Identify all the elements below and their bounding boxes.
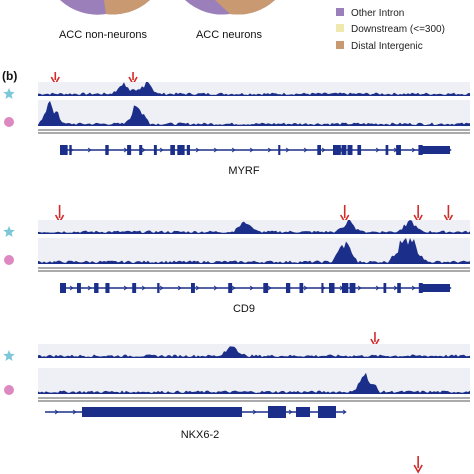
signal-track-star: [38, 82, 470, 96]
panel-label: (b): [2, 69, 17, 83]
signal-track-circle: [38, 100, 470, 126]
legend: Other Intron Downstream (<=300) Distal I…: [336, 8, 445, 52]
circle-icon: [4, 255, 14, 265]
down-arrow-icon: [340, 205, 350, 224]
legend-label-distal-intergenic: Distal Intergenic: [351, 41, 423, 52]
circle-icon: [4, 117, 14, 127]
gene-tracks: MYRF CD9 NKX6-2: [3, 72, 470, 474]
pie-label-neurons: ACC neurons: [196, 29, 263, 41]
gene-name: NKX6-2: [181, 429, 220, 441]
legend-label-other-intron: Other Intron: [351, 8, 404, 19]
down-arrow-icon: [413, 205, 423, 224]
legend-swatch-other-intron: [336, 8, 344, 16]
star-icon: [3, 88, 15, 99]
gene-model: [60, 145, 452, 155]
gene-name: MYRF: [228, 165, 259, 177]
gene-name: CD9: [233, 303, 255, 315]
signal-track-star: [38, 344, 470, 358]
star-icon: [3, 226, 15, 237]
signal-track-circle: [38, 238, 470, 264]
down-arrow-icon: [370, 332, 380, 348]
signal-track-star: [38, 220, 470, 234]
gene-model: [45, 406, 347, 418]
down-arrow-icon: [54, 205, 65, 224]
down-arrow-icon: [443, 205, 454, 224]
gene-model: [60, 283, 452, 293]
down-arrow-icon: [413, 456, 423, 474]
legend-swatch-distal-intergenic: [336, 41, 344, 49]
circle-icon: [4, 385, 14, 395]
legend-swatch-downstream: [336, 24, 344, 32]
pie-label-non-neurons: ACC non-neurons: [59, 29, 148, 41]
star-icon: [3, 350, 15, 361]
legend-label-downstream: Downstream (<=300): [351, 24, 445, 35]
signal-track-circle: [38, 368, 470, 394]
pie-chart-non-neurons: [60, 0, 150, 15]
pie-chart-neurons: [185, 0, 275, 15]
